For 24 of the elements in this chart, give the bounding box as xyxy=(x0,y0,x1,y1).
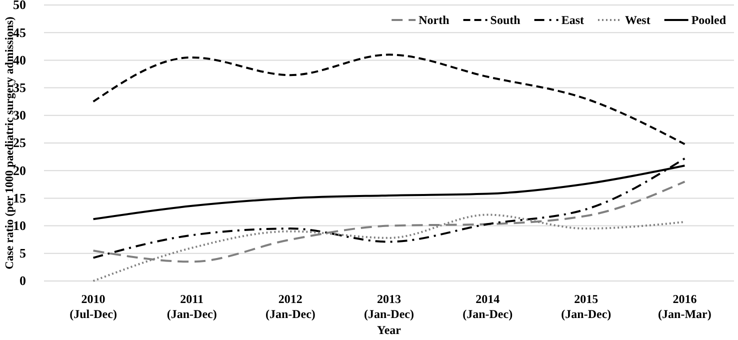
line-series xyxy=(92,54,686,146)
legend-label: North xyxy=(418,13,450,27)
legend-label: West xyxy=(624,13,650,27)
x-tick-label: 2011 (Jan-Dec) xyxy=(166,292,217,321)
legend-label: East xyxy=(561,13,584,27)
y-tick-label: 25 xyxy=(13,135,26,150)
x-tick-label: 2014 (Jan-Dec) xyxy=(462,292,513,321)
y-tick-label: 10 xyxy=(13,218,26,233)
x-tick-label: 2013 (Jan-Dec) xyxy=(364,292,414,321)
y-tick-label: 45 xyxy=(13,24,26,40)
line-series xyxy=(92,157,686,259)
y-tick-label: 5 xyxy=(20,246,26,261)
x-tick-label: 2016 (Jan-Mar) xyxy=(658,292,712,321)
y-tick-label: 40 xyxy=(13,52,26,68)
y-tick-label: 0 xyxy=(20,273,26,288)
legend-label: South xyxy=(490,13,521,27)
y-tick-label: 15 xyxy=(13,190,26,206)
x-tick-label: 2012 (Jan-Dec) xyxy=(265,292,316,321)
y-tick-label: 30 xyxy=(13,108,26,123)
legend-label: Pooled xyxy=(691,13,726,27)
x-tick-label: 2010 (Jul-Dec) xyxy=(70,292,117,321)
x-axis-title: Year xyxy=(377,323,402,337)
y-tick-label: 50 xyxy=(13,0,26,12)
x-tick-label: 2015 (Jan-Dec) xyxy=(561,292,612,321)
